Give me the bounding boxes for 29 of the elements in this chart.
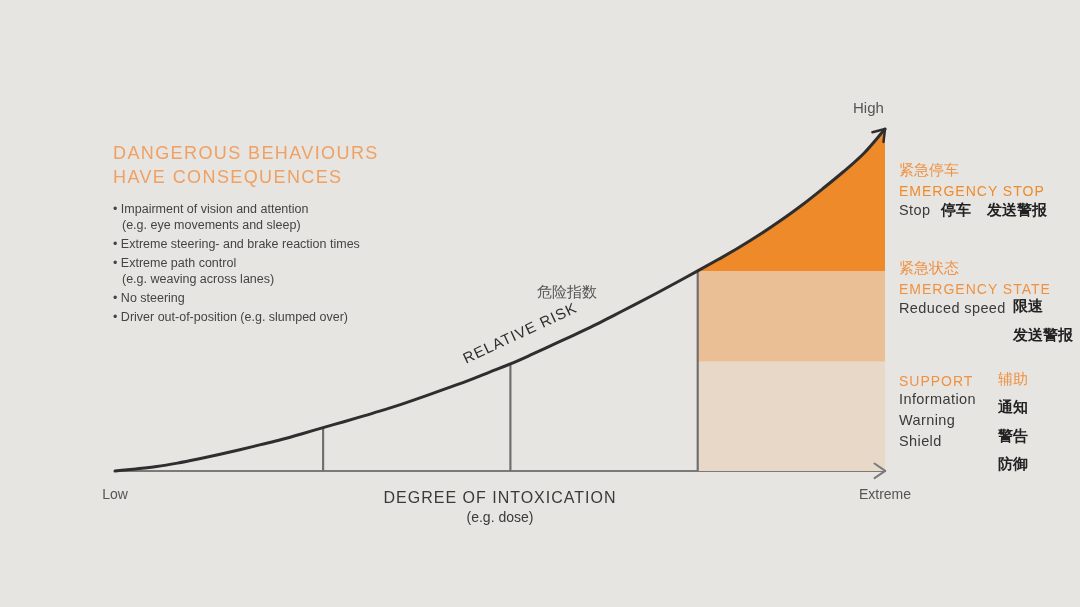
text: Shield [899,433,942,451]
text: 发送警报 [987,201,1047,219]
text: 辅助 [998,370,1028,388]
text: SUPPORT [899,373,974,390]
text: EMERGENCY STATE [899,281,1051,298]
text: Information [899,391,976,409]
text: High [853,99,884,117]
text: 紧急状态 [899,259,959,277]
x-tick-label: Extreme [858,486,912,503]
annotation: • Impairment of vision and attention (e.g. eye movements and sleep) [113,202,309,233]
annotation: • Extreme path control (e.g. weaving across lanes) [113,256,275,287]
text: 通知 [998,398,1028,416]
series-label: EMERGENCY STOP [899,183,1045,200]
text: 防御 [998,455,1028,473]
annotation: 危险指数 [537,283,597,301]
text: 发送警报 [1013,326,1073,344]
annotation: • No steering [113,291,185,307]
x-axis-title: DEGREE OF INTOXICATION (e.g. dose) [383,488,617,526]
text: 停车 [941,201,971,219]
annotation: • Extreme steering- and brake reaction times [113,237,360,253]
text: Reduced speed [899,300,1006,318]
x-tick-label: Low [102,486,129,503]
text: 紧急停车 [899,161,959,179]
text: Warning [899,412,956,430]
text: Stop [899,202,931,220]
annotation: • Driver out-of-position (e.g. slumped over) [113,310,349,326]
text: 警告 [998,427,1028,445]
text: DANGEROUS BEHAVIOURS HAVE CONSEQUENCES [113,142,379,189]
text: 限速 [1013,297,1043,315]
